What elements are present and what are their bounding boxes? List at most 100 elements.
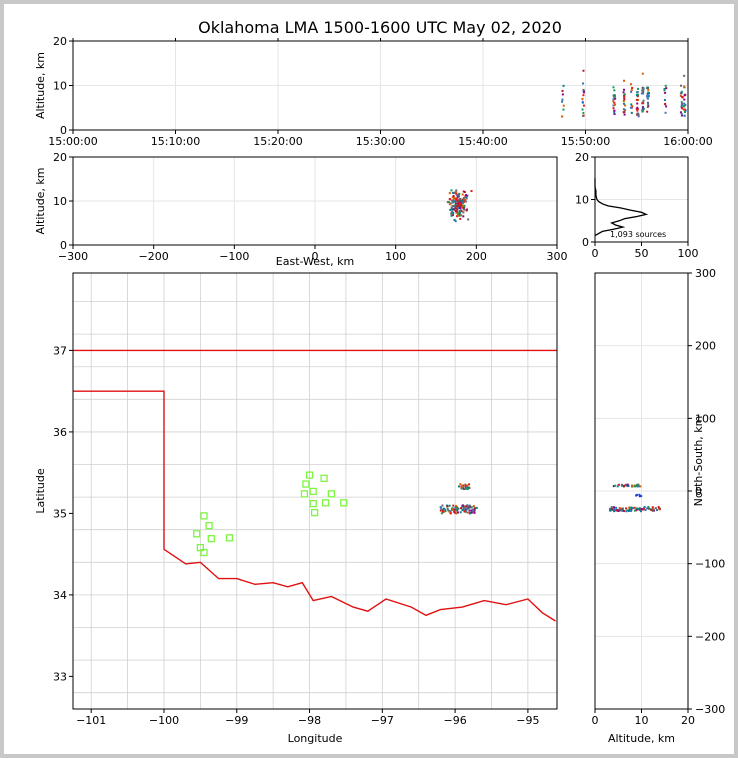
- source-point: [684, 103, 687, 106]
- source-point: [463, 487, 466, 490]
- source-point: [635, 484, 638, 487]
- source-point: [463, 208, 466, 211]
- source-point: [638, 495, 641, 498]
- source-point: [458, 203, 461, 206]
- source-point: [612, 485, 615, 488]
- source-point: [446, 505, 449, 508]
- source-point: [466, 508, 469, 511]
- source-point: [470, 511, 473, 514]
- source-point: [635, 94, 638, 97]
- source-point: [464, 200, 467, 203]
- source-point: [562, 108, 565, 111]
- lma-station-marker: [205, 521, 213, 530]
- source-point: [629, 106, 632, 109]
- hist-panel-ytick-label: 0: [582, 236, 589, 249]
- source-point: [465, 209, 468, 212]
- source-point: [637, 508, 640, 511]
- source-point: [475, 506, 478, 509]
- map-panel-ytick-label: 33: [53, 670, 67, 683]
- source-point: [612, 86, 615, 89]
- source-point: [460, 214, 463, 217]
- source-point: [462, 211, 465, 214]
- source-point: [468, 509, 471, 512]
- source-point: [683, 114, 686, 117]
- source-point: [459, 207, 462, 210]
- source-point: [683, 111, 686, 114]
- source-point: [638, 507, 641, 510]
- lma-station-marker: [340, 499, 348, 507]
- time-panel-xtick-label: 15:00:00: [48, 135, 97, 148]
- source-point: [621, 507, 624, 510]
- source-point: [625, 510, 628, 513]
- source-point: [462, 486, 465, 489]
- lma-station-marker: [310, 508, 319, 517]
- source-point: [630, 508, 633, 511]
- source-point: [561, 89, 564, 92]
- ew-panel-ylabel: Altitude, km: [34, 167, 47, 234]
- source-point: [465, 194, 468, 197]
- source-point: [582, 111, 585, 114]
- map-panel-frame: [72, 272, 558, 710]
- map-panel-xtick-label: −98: [298, 714, 321, 727]
- source-point: [614, 97, 617, 100]
- lma-station-marker: [225, 534, 234, 542]
- source-point: [681, 107, 684, 110]
- lma-station-marker: [321, 499, 330, 507]
- source-point: [468, 512, 471, 515]
- source-point: [680, 103, 683, 106]
- source-point: [681, 95, 684, 98]
- source-point: [642, 99, 645, 102]
- hist-panel-ytick-label: 10: [575, 194, 589, 207]
- time-panel-border: [72, 40, 689, 131]
- source-point: [636, 113, 639, 116]
- source-point: [449, 208, 452, 211]
- ns-panel-xtick-label: 20: [681, 714, 695, 727]
- ns-panel-ytick-label: 0: [695, 485, 702, 498]
- source-point: [614, 103, 617, 106]
- source-point: [663, 88, 666, 91]
- source-point: [637, 483, 640, 486]
- source-point: [449, 198, 452, 201]
- source-point: [462, 504, 465, 507]
- source-point: [664, 91, 667, 94]
- source-point: [680, 101, 683, 104]
- source-point: [454, 504, 457, 507]
- source-point: [613, 101, 616, 104]
- source-point: [457, 193, 460, 196]
- source-point: [466, 484, 469, 487]
- lma-station-marker: [300, 490, 309, 498]
- source-point: [462, 506, 465, 509]
- lma-station-marker: [305, 471, 314, 479]
- source-point: [470, 190, 473, 193]
- source-point: [644, 509, 647, 512]
- source-point: [463, 191, 466, 194]
- source-point: [618, 509, 621, 512]
- source-point: [680, 105, 683, 108]
- source-point: [450, 212, 453, 215]
- source-point: [463, 507, 466, 510]
- ew-panel-xtick-label: 200: [466, 250, 487, 263]
- source-point: [658, 508, 661, 511]
- source-point: [642, 91, 645, 94]
- source-point: [640, 508, 643, 511]
- source-point: [679, 111, 682, 114]
- source-point: [455, 189, 458, 192]
- source-point: [581, 101, 584, 104]
- source-point: [623, 94, 626, 97]
- source-point: [469, 506, 472, 509]
- source-point: [456, 507, 459, 510]
- source-point: [657, 505, 660, 508]
- source-point: [647, 88, 650, 91]
- ns-panel-xlabel: Altitude, km: [608, 732, 675, 745]
- source-point: [627, 484, 630, 487]
- source-point: [463, 204, 466, 207]
- source-point: [641, 89, 644, 92]
- source-point: [655, 509, 658, 512]
- source-point: [464, 485, 467, 488]
- state-border-line: [73, 390, 556, 622]
- ns-panel-ytick-label: 100: [695, 412, 716, 425]
- source-point: [450, 189, 453, 192]
- map-panel-xtick-label: −101: [76, 714, 106, 727]
- source-point: [460, 487, 463, 490]
- source-point: [441, 504, 444, 507]
